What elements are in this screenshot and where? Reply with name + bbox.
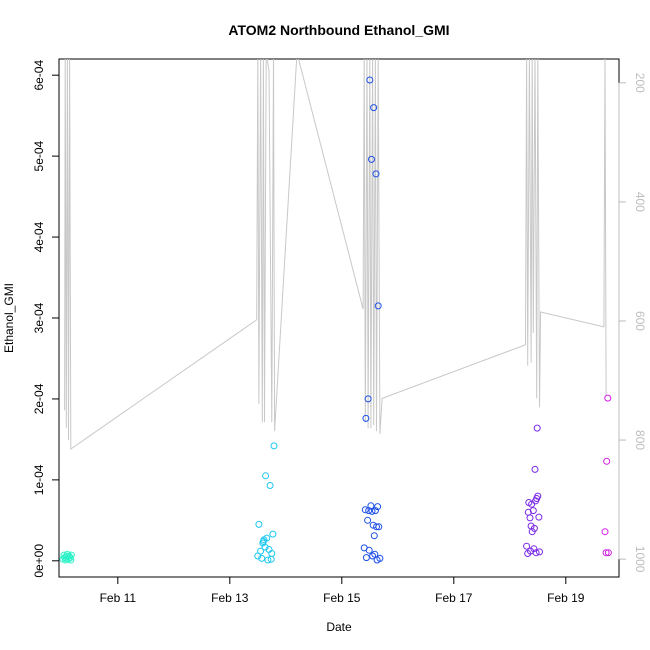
x-tick-label: Feb 19	[547, 591, 585, 605]
y-axis: 0e+00 1e-04 2e-04 3e-04 4e-04 5e-04 6e-04	[32, 60, 60, 578]
data-point	[362, 414, 370, 422]
data-point	[371, 550, 379, 558]
data-point	[534, 492, 542, 500]
data-point	[370, 532, 378, 540]
y-axis-label: Ethanol_GMI	[2, 283, 16, 353]
y2-tick-label: 600	[633, 311, 647, 331]
data-point	[374, 302, 382, 310]
y-tick-label: 6e-04	[32, 60, 46, 91]
y-tick-label: 2e-04	[32, 383, 46, 414]
data-point	[601, 528, 609, 536]
altitude-line	[64, 59, 607, 450]
data-point	[361, 506, 369, 514]
data-point	[364, 516, 372, 524]
data-point	[530, 545, 538, 553]
data-point	[376, 554, 384, 562]
data-point	[368, 507, 376, 515]
data-point	[529, 507, 537, 515]
data-point	[258, 554, 266, 562]
data-point	[368, 155, 375, 163]
data-point	[535, 513, 543, 521]
data-point	[67, 551, 75, 559]
data-point	[366, 76, 374, 84]
data-point	[532, 549, 540, 557]
data-point	[269, 530, 277, 538]
data-point	[266, 482, 274, 489]
data-point	[67, 556, 75, 564]
y2-tick-label: 400	[633, 192, 647, 212]
y-tick-label: 5e-04	[32, 140, 46, 171]
x-tick-label: Feb 15	[323, 591, 361, 605]
data-point	[365, 546, 373, 554]
data-point	[262, 472, 270, 480]
data-point	[373, 523, 380, 531]
x-axis-label: Date	[326, 620, 352, 634]
x-tick-label: Feb 13	[211, 591, 249, 605]
data-point	[268, 550, 276, 557]
data-point	[530, 524, 538, 532]
y-tick-label: 4e-04	[32, 221, 46, 252]
y2-tick-label: 1000	[633, 546, 647, 573]
altitude-series	[64, 59, 607, 450]
data-point	[364, 395, 372, 403]
y-tick-label: 1e-04	[32, 464, 46, 495]
data-point	[372, 170, 380, 178]
chart-title: ATOM2 Northbound Ethanol_GMI	[228, 22, 449, 38]
data-point	[362, 554, 370, 562]
points-layer	[59, 76, 612, 564]
data-point	[369, 552, 377, 560]
data-point	[526, 514, 534, 522]
data-point	[270, 442, 278, 450]
y2-axis: 200 400 600 800 1000	[618, 73, 647, 573]
data-point	[604, 394, 612, 402]
data-point	[255, 520, 263, 528]
data-point	[264, 556, 272, 564]
data-point	[257, 547, 265, 555]
data-point	[602, 549, 610, 557]
y2-tick-label: 800	[633, 430, 647, 450]
x-axis: Feb 11 Feb 13 Feb 15 Feb 17 Feb 19	[100, 576, 585, 605]
data-point	[374, 503, 382, 511]
data-point	[604, 549, 612, 557]
data-point	[523, 542, 531, 550]
data-point	[536, 548, 543, 556]
data-point	[533, 424, 541, 432]
data-point	[531, 465, 539, 473]
data-point	[371, 507, 379, 515]
data-point	[370, 104, 378, 112]
data-point	[603, 457, 611, 465]
x-tick-label: Feb 17	[435, 591, 473, 605]
y-tick-label: 3e-04	[32, 302, 46, 333]
y-tick-label: 0e+00	[32, 544, 46, 578]
y2-tick-label: 200	[633, 73, 647, 93]
data-point	[375, 523, 383, 531]
x-tick-label: Feb 11	[100, 591, 137, 605]
data-point	[259, 537, 267, 545]
